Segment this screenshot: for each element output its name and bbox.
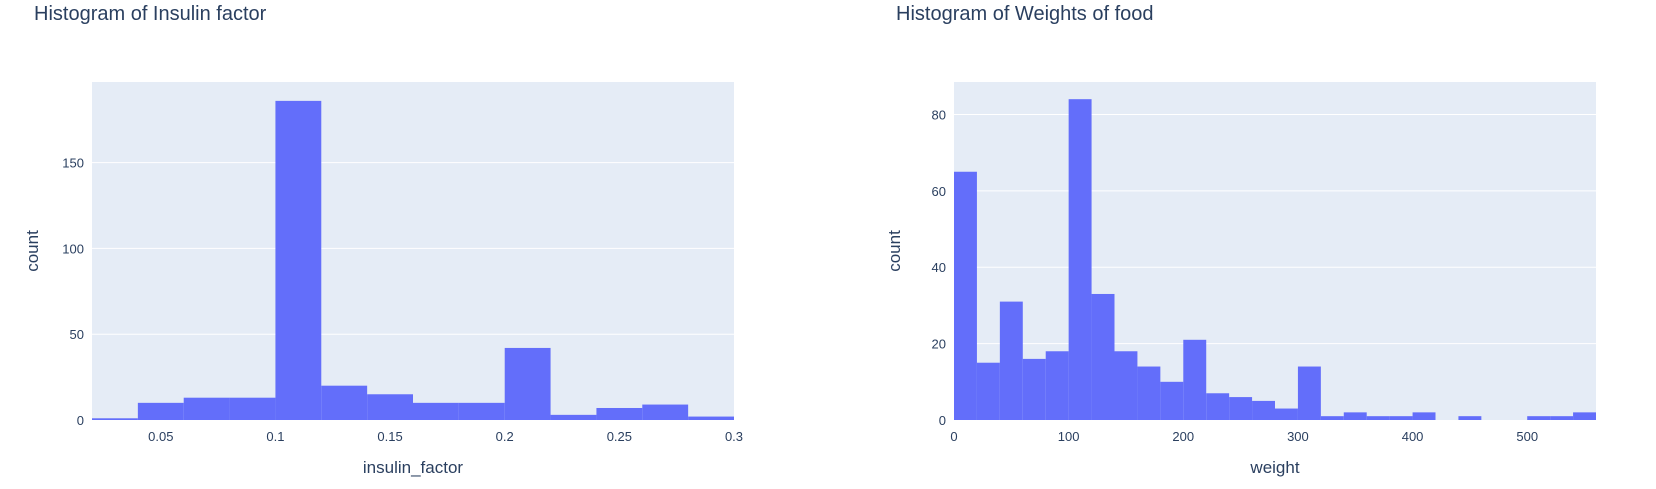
x-tick-label: 0.2 bbox=[496, 429, 514, 444]
histogram-bar bbox=[183, 397, 230, 420]
histogram-bar bbox=[1252, 400, 1275, 420]
x-ticks: 0 100 200 300 400 500 bbox=[950, 429, 1538, 444]
chart-title: Histogram of Weights of food bbox=[896, 3, 1154, 25]
histogram-bar bbox=[1206, 393, 1230, 420]
bars bbox=[92, 100, 734, 420]
x-axis-label: weight bbox=[1249, 458, 1299, 477]
y-tick-label: 100 bbox=[62, 241, 84, 256]
y-tick-label: 20 bbox=[932, 337, 946, 352]
y-tick-label: 0 bbox=[77, 413, 84, 428]
histogram-bar bbox=[976, 362, 1000, 420]
histogram-bar bbox=[1320, 416, 1344, 420]
x-tick-label: 0.15 bbox=[377, 429, 402, 444]
chart-weights-of-food: Histogram of Weights of food 0 100 200 300 4… bbox=[885, 3, 1596, 477]
histogram-bar bbox=[1412, 412, 1436, 420]
histogram-bar bbox=[458, 402, 505, 420]
histogram-bar bbox=[1160, 381, 1184, 420]
chart-title: Histogram of Insulin factor bbox=[34, 3, 267, 25]
grid-lines bbox=[92, 162, 734, 335]
x-tick-label: 500 bbox=[1516, 429, 1538, 444]
histogram-bar bbox=[1343, 412, 1367, 420]
histogram-bar bbox=[1458, 416, 1482, 420]
histogram-bar bbox=[1183, 339, 1207, 420]
x-tick-label: 0.3 bbox=[725, 429, 743, 444]
histogram-bar bbox=[1229, 397, 1253, 420]
y-tick-label: 50 bbox=[70, 327, 84, 342]
histogram-bar bbox=[1045, 351, 1069, 420]
histogram-bar bbox=[137, 402, 184, 420]
histogram-bar bbox=[1366, 416, 1390, 420]
plot-area bbox=[92, 82, 734, 420]
x-tick-label: 300 bbox=[1287, 429, 1309, 444]
histogram-bar bbox=[1022, 358, 1046, 420]
y-tick-label: 60 bbox=[932, 184, 946, 199]
x-tick-label: 100 bbox=[1058, 429, 1080, 444]
x-tick-label: 400 bbox=[1402, 429, 1424, 444]
histogram-bar bbox=[1114, 351, 1138, 420]
histogram-bar bbox=[954, 171, 977, 420]
y-axis-label: count bbox=[23, 230, 42, 272]
bars bbox=[954, 99, 1596, 421]
x-tick-label: 0.05 bbox=[148, 429, 173, 444]
y-tick-label: 40 bbox=[932, 260, 946, 275]
histogram-bar bbox=[596, 407, 643, 420]
y-ticks: 0 50 100 150 bbox=[62, 156, 84, 428]
chart-insulin-factor: Histogram of Insulin factor 0.05 0.1 0.15 0… bbox=[23, 3, 743, 477]
histogram-bar bbox=[504, 347, 551, 420]
histogram-bar bbox=[1573, 412, 1596, 420]
histogram-bar bbox=[229, 397, 276, 420]
histogram-bar bbox=[550, 414, 597, 420]
y-tick-label: 80 bbox=[932, 107, 946, 122]
y-tick-label: 0 bbox=[939, 413, 946, 428]
histogram-bar bbox=[1068, 99, 1092, 421]
histogram-bar bbox=[367, 394, 413, 420]
histogram-bar bbox=[321, 385, 368, 420]
x-tick-label: 0.25 bbox=[607, 429, 632, 444]
histogram-bar bbox=[999, 301, 1023, 420]
x-tick-label: 0 bbox=[950, 429, 957, 444]
y-axis-label: count bbox=[885, 230, 904, 272]
x-ticks: 0.05 0.1 0.15 0.2 0.25 0.3 bbox=[148, 429, 743, 444]
histogram-bar bbox=[92, 418, 138, 420]
y-tick-label: 150 bbox=[62, 156, 84, 171]
histogram-bar bbox=[275, 100, 322, 420]
x-axis-label: insulin_factor bbox=[363, 458, 464, 477]
histogram-bar bbox=[1389, 416, 1413, 420]
x-tick-label: 200 bbox=[1172, 429, 1194, 444]
histogram-bar bbox=[1297, 366, 1321, 420]
histogram-bar bbox=[413, 402, 459, 420]
histogram-bar bbox=[1550, 416, 1574, 420]
histogram-bar bbox=[1137, 366, 1161, 420]
histogram-bar bbox=[1091, 293, 1115, 420]
histogram-bar bbox=[642, 404, 689, 420]
histogram-bar bbox=[1527, 416, 1551, 420]
x-tick-label: 0.1 bbox=[266, 429, 284, 444]
y-ticks: 0 20 40 60 80 bbox=[932, 107, 946, 428]
histogram-bar bbox=[688, 416, 734, 420]
histogram-bar bbox=[1275, 408, 1298, 420]
grid-lines bbox=[954, 113, 1596, 345]
